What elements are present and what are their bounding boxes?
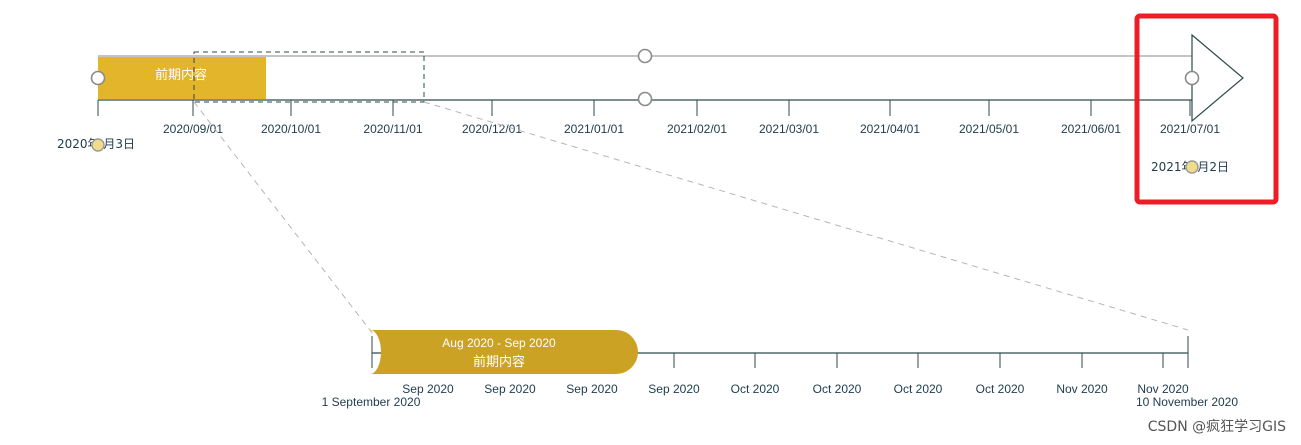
zoom-axis-ticks: Sep 2020 Sep 2020 Sep 2020 Sep 2020 Oct 2020… [402,353,1189,396]
zoom-start-label: 1 September 2020 [322,395,421,409]
zoom-task-bar[interactable] [370,330,638,374]
zoom-task-label: 前期内容 [473,354,525,370]
main-axis-tick-label: 2021/06/01 [1061,122,1121,136]
zoom-connector-right [423,101,1189,331]
right-resize-handle[interactable] [1184,70,1200,86]
zoom-axis-tick-label: Oct 2020 [731,382,780,396]
main-axis-tick-label: 2021/04/01 [860,122,920,136]
zoom-axis-tick-label: Sep 2020 [566,382,618,396]
main-task-label: 前期内容 [155,67,207,83]
main-axis-tick-label: 2021/03/01 [759,122,819,136]
main-timeline: 前期内容 2020/09/01 2020/10/01 2020/11/01 2020/… [57,33,1244,174]
bottom-resize-handle[interactable] [637,91,653,107]
zoom-connectors [193,101,1189,335]
main-axis-tick-label: 2021/01/01 [564,122,624,136]
zoom-selection-box[interactable] [193,51,425,103]
zoom-axis-tick-label: Oct 2020 [813,382,862,396]
zoom-axis-tick-label: Oct 2020 [894,382,943,396]
main-axis-tick-label: 2021/02/01 [667,122,727,136]
zoom-axis-tick-label: Sep 2020 [484,382,536,396]
main-task-bar[interactable] [98,57,266,99]
main-axis-ticks: 2020/09/01 2020/10/01 2020/11/01 2020/12/01… [97,100,1220,136]
main-axis-tick-label: 2020/10/01 [261,122,321,136]
main-axis-tick-label: 2020/12/01 [462,122,522,136]
left-resize-handle[interactable] [90,70,106,86]
zoom-connector-left [193,101,374,335]
highlight-box [1134,13,1279,205]
top-resize-handle[interactable] [637,48,653,64]
zoom-axis-tick-label: Nov 2020 [1056,382,1108,396]
zoom-axis-tick-label: Sep 2020 [402,382,454,396]
main-axis-tick-label: 2021/07/01 [1160,122,1220,136]
timeline-arrow-head[interactable] [1191,33,1244,123]
main-axis-tick-label: 2021/05/01 [959,122,1019,136]
end-milestone-marker[interactable] [1185,160,1199,174]
main-axis-tick-label: 2020/11/01 [363,122,422,136]
zoom-axis-tick-label: Nov 2020 [1137,382,1189,396]
zoom-task-range: Aug 2020 - Sep 2020 [442,336,556,350]
watermark: CSDN @疯狂学习GIS [1148,419,1286,435]
zoom-axis-tick-label: Oct 2020 [976,382,1025,396]
zoom-axis-tick-label: Sep 2020 [648,382,700,396]
zoom-end-label: 10 November 2020 [1136,395,1238,409]
main-axis-tick-label: 2020/09/01 [163,122,223,136]
start-milestone-marker[interactable] [91,138,105,152]
zoom-timeline: Aug 2020 - Sep 2020 前期内容 Sep 2020 Sep 202… [322,330,1238,409]
